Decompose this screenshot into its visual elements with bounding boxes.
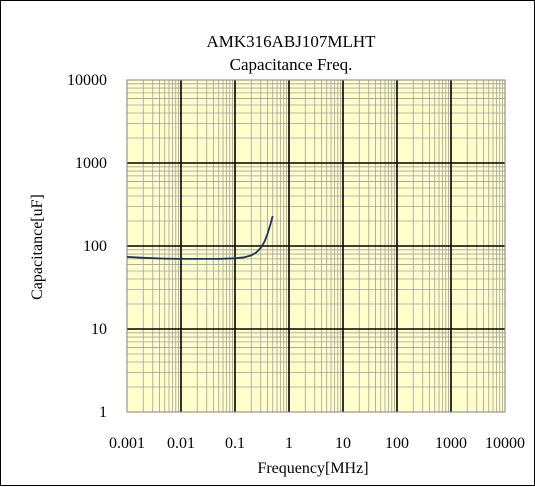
x-tick-labels: 0.001 0.01 0.1 1 10 100 1000 10000 <box>109 435 525 452</box>
y-tick-label: 10 <box>91 321 107 338</box>
y-tick-label: 1 <box>99 404 107 421</box>
x-tick-label: 10000 <box>485 435 525 452</box>
chart-subtitle: Capacitance Freq. <box>230 55 353 74</box>
x-tick-label: 1 <box>285 435 293 452</box>
y-tick-label: 100 <box>83 238 107 255</box>
plot-border <box>126 79 506 413</box>
series-line <box>126 215 274 260</box>
x-tick-label: 0.1 <box>225 435 245 452</box>
y-tick-labels: 1 10 100 1000 10000 <box>67 72 107 421</box>
y-tick-label: 10000 <box>67 72 107 89</box>
x-axis-label: Frequency[MHz] <box>257 460 368 477</box>
x-tick-label: 1000 <box>435 435 467 452</box>
x-tick-label: 10 <box>335 435 351 452</box>
x-tick-label: 0.001 <box>109 435 145 452</box>
y-axis-label: Capacitance[uF] <box>29 194 46 300</box>
y-tick-label: 1000 <box>75 155 107 172</box>
major-gridlines <box>127 80 505 412</box>
x-tick-label: 0.01 <box>167 435 195 452</box>
chart-title: AMK316ABJ107MLHT <box>206 32 376 51</box>
series-layer <box>126 215 274 260</box>
x-tick-label: 100 <box>385 435 409 452</box>
